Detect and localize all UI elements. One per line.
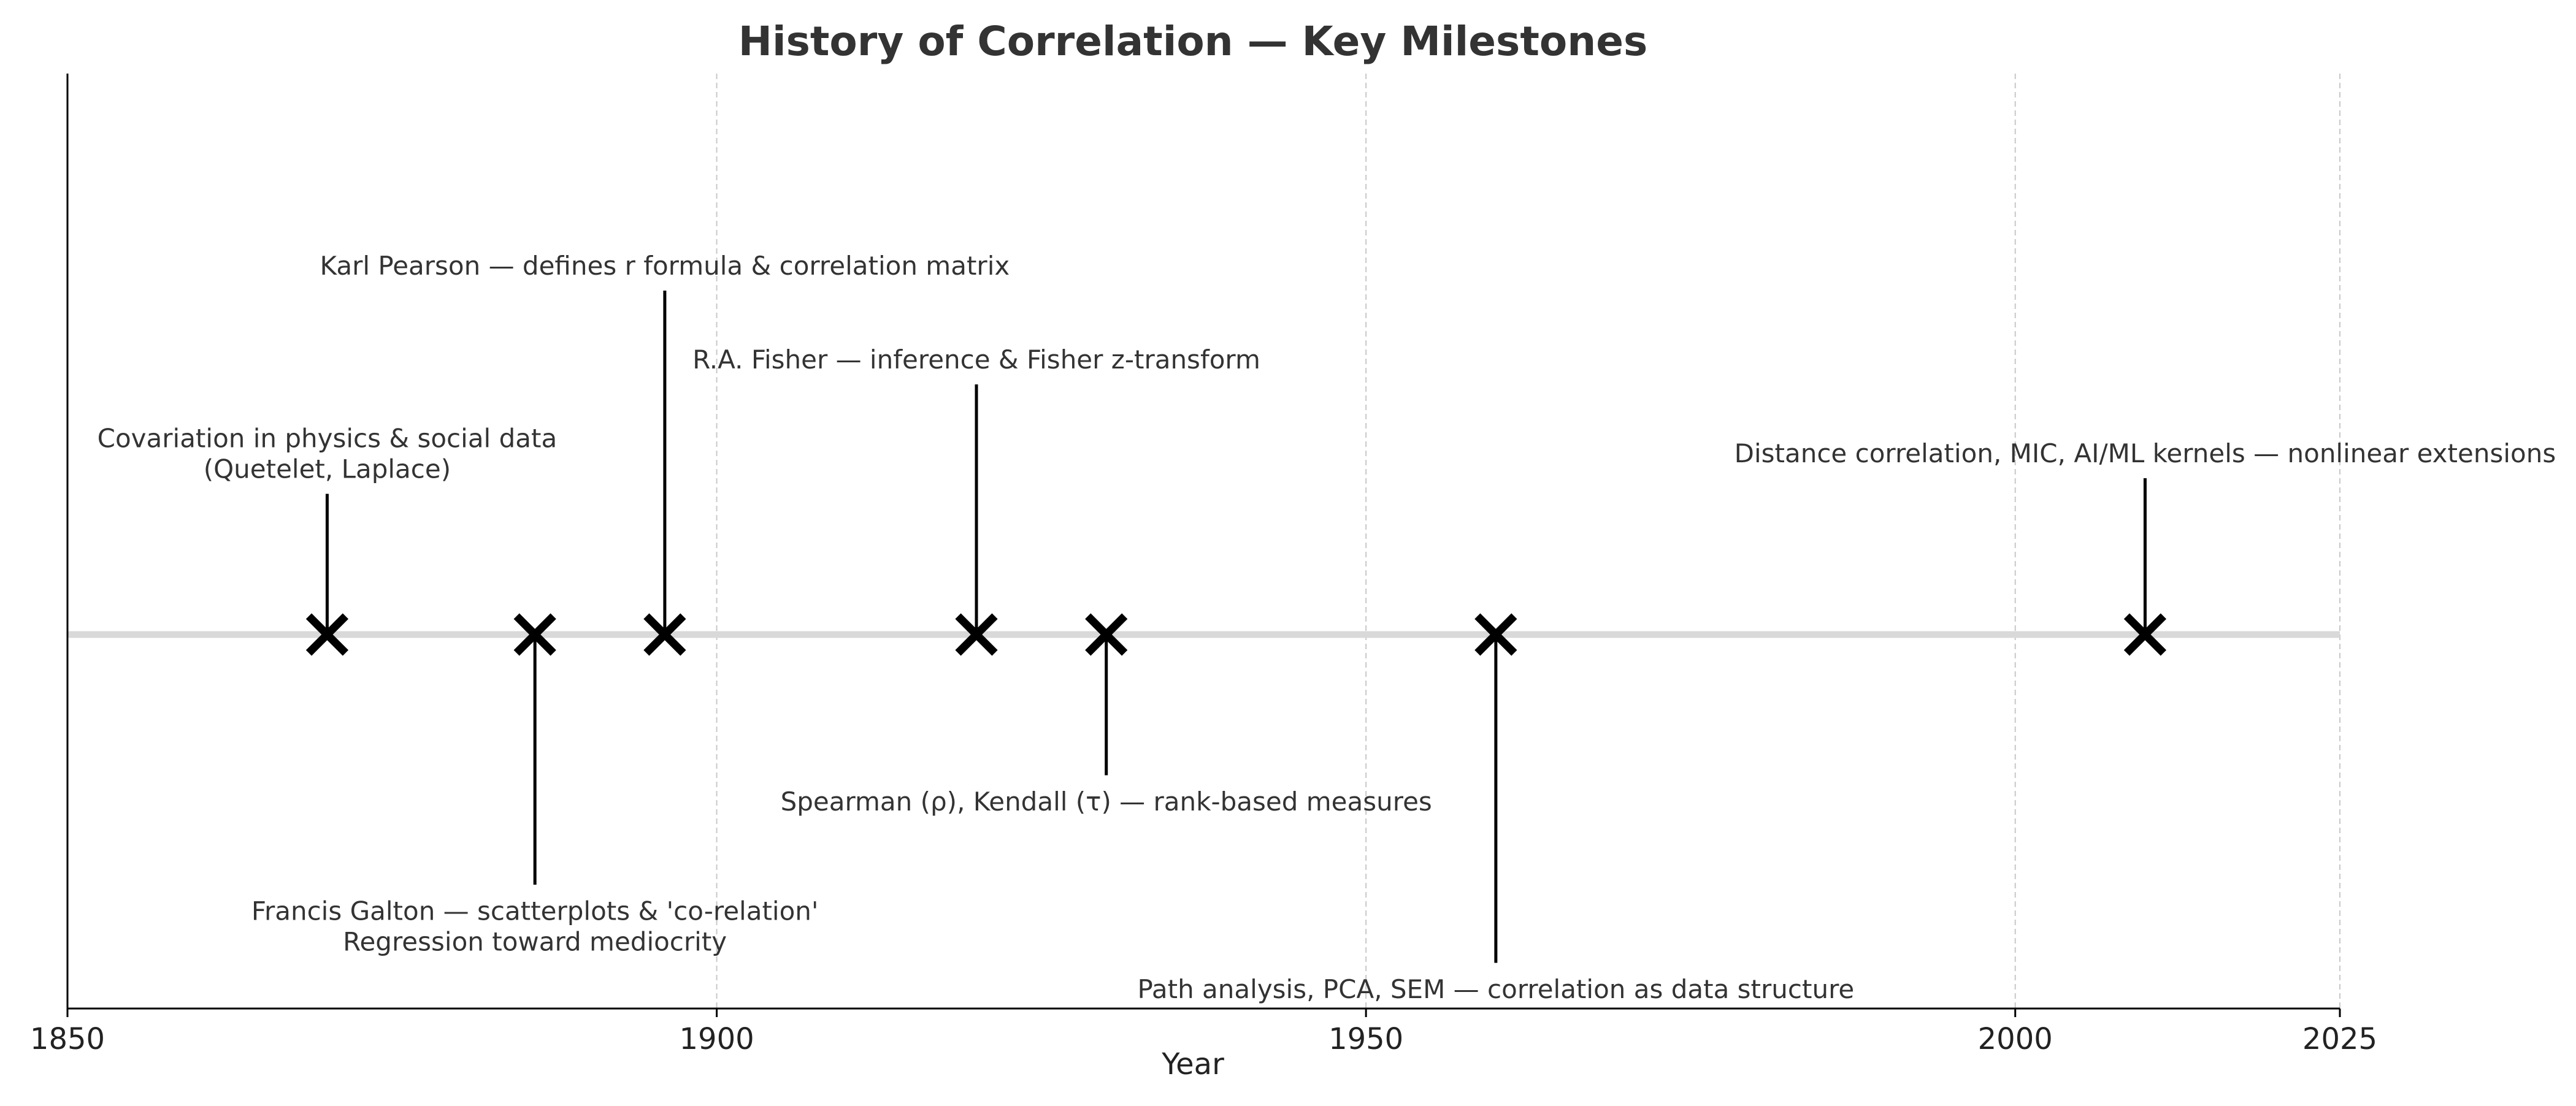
marker-stroke [1474,613,1517,656]
milestone-event: Covariation in physics & social data (Que… [98,424,558,656]
milestone-event: R.A. Fisher — inference & Fisher z-trans… [692,345,1260,656]
milestone-label: Francis Galton — scatterplots & 'co-rela… [251,896,819,957]
milestone-label-line: Path analysis, PCA, SEM — correlation as… [1137,974,1854,1004]
milestone-marker [955,613,998,656]
marker-stroke [643,613,686,656]
milestone-marker [1085,613,1128,656]
marker-stroke [955,613,998,656]
milestone-label: Covariation in physics & social data (Que… [98,424,558,484]
x-tick-label: 1950 [1328,1022,1403,1056]
x-tick-label: 1900 [679,1022,754,1056]
milestone-label: Karl Pearson — defines r formula & corre… [320,251,1010,281]
milestone-label-line: Distance correlation, MIC, AI/ML kernels… [1735,438,2556,468]
marker-stroke [513,613,556,656]
milestone-event: Francis Galton — scatterplots & 'co-rela… [251,613,819,957]
grid-lines [716,74,2340,1009]
x-axis: 1850 1900 1950 2000 2025 [30,74,2377,1056]
milestone-marker [643,613,686,656]
milestone-label-line: Karl Pearson — defines r formula & corre… [320,251,1010,281]
milestone-label-line: Regression toward mediocrity [343,927,727,957]
x-tick-label: 2025 [2302,1022,2377,1056]
milestone-event: Spearman (ρ), Kendall (τ) — rank-based m… [781,613,1432,817]
milestone-label-line: Spearman (ρ), Kendall (τ) — rank-based m… [781,787,1432,817]
milestone-label-line: (Quetelet, Laplace) [204,454,451,484]
milestone-event: Distance correlation, MIC, AI/ML kernels… [1735,438,2556,656]
milestone-label: Path analysis, PCA, SEM — correlation as… [1137,974,1854,1004]
marker-stroke [2123,613,2167,656]
milestone-marker [2123,613,2167,656]
milestone-marker [305,613,349,656]
milestone-event: Path analysis, PCA, SEM — correlation as… [1137,613,1854,1004]
x-axis-label: Year [1161,1047,1224,1081]
marker-stroke [305,613,349,656]
milestone-label: R.A. Fisher — inference & Fisher z-trans… [692,345,1260,375]
timeline-events: Covariation in physics & social data (Que… [98,251,2556,1004]
milestone-label-line: Covariation in physics & social data [98,424,558,454]
x-tick-label: 2000 [1978,1022,2053,1056]
x-tick-label: 1850 [30,1022,105,1056]
milestone-event: Karl Pearson — defines r formula & corre… [320,251,1010,656]
chart-title: History of Correlation — Key Milestones [738,18,1648,65]
milestone-marker [1474,613,1517,656]
milestone-label: Spearman (ρ), Kendall (τ) — rank-based m… [781,787,1432,817]
milestone-label-line: Francis Galton — scatterplots & 'co-rela… [251,896,819,926]
marker-stroke [1085,613,1128,656]
milestone-label-line: R.A. Fisher — inference & Fisher z-trans… [692,345,1260,375]
milestone-marker [513,613,556,656]
milestone-label: Distance correlation, MIC, AI/ML kernels… [1735,438,2556,468]
